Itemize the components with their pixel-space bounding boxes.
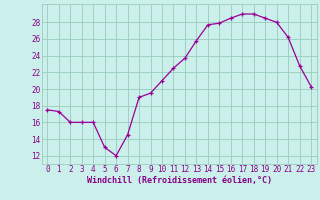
X-axis label: Windchill (Refroidissement éolien,°C): Windchill (Refroidissement éolien,°C) (87, 176, 272, 185)
